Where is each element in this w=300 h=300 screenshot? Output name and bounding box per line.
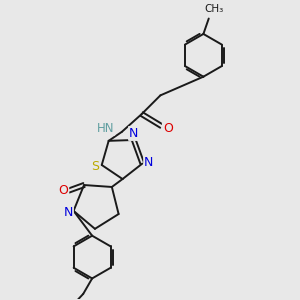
Text: CH₃: CH₃	[205, 4, 224, 14]
Text: S: S	[91, 160, 99, 173]
Text: HN: HN	[97, 122, 114, 135]
Text: N: N	[129, 127, 138, 140]
Text: O: O	[163, 122, 173, 135]
Text: N: N	[144, 156, 154, 169]
Text: N: N	[64, 206, 73, 219]
Text: O: O	[58, 184, 68, 197]
